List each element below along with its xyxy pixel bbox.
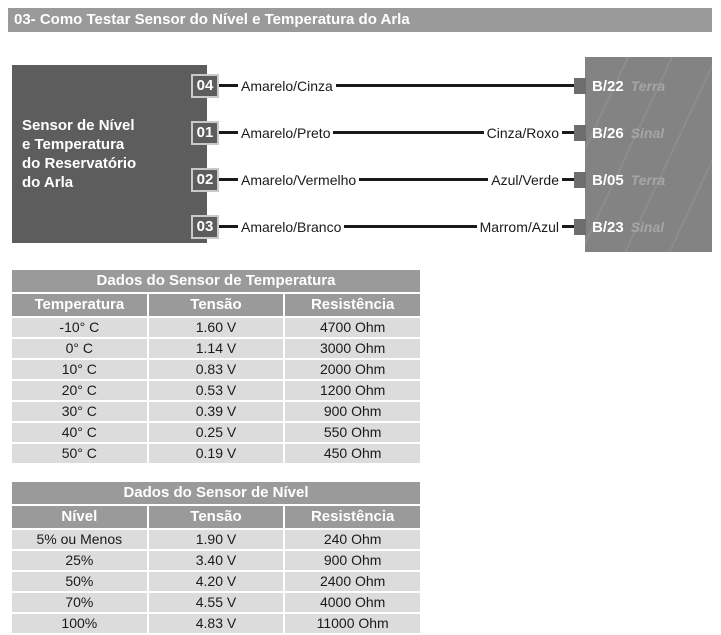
connector-pin-id: B/22 <box>592 78 624 95</box>
sensor-pin-tab: 01 <box>191 121 219 145</box>
connector-pin-tab <box>574 78 586 94</box>
sensor-pin-tab: 03 <box>191 215 219 239</box>
table-cell: 4.20 V <box>148 572 284 591</box>
connector-pin: B/05 Terra <box>592 170 665 190</box>
table-cell: 1200 Ohm <box>285 381 420 400</box>
table-cell: 10° C <box>12 360 147 379</box>
table-column-header: Tensão <box>148 294 284 316</box>
table-cell: 240 Ohm <box>285 530 420 549</box>
table-cell: 70% <box>12 593 147 612</box>
table-cell: 0.19 V <box>148 444 284 463</box>
wire-line <box>216 84 578 87</box>
table-grid: Temperatura Tensão Resistência -10° C 1.60 V… <box>12 294 420 463</box>
wire-color-label-2: Cinza/Roxo <box>483 123 562 143</box>
table-cell: 1.14 V <box>148 339 284 358</box>
connector-pin-role: Terra <box>630 172 666 188</box>
table-cell: 2400 Ohm <box>285 572 420 591</box>
table-title: Dados do Sensor de Temperatura <box>12 270 420 292</box>
wire-color-label-2: Azul/Verde <box>488 170 562 190</box>
table-cell: 3.40 V <box>148 551 284 570</box>
table-cell: 900 Ohm <box>285 402 420 421</box>
table-cell: 11000 Ohm <box>285 614 420 633</box>
table-column-header: Resistência <box>285 294 420 316</box>
connector-pin: B/23 Sinal <box>592 217 664 237</box>
sensor-box-label-line: do Reservatório <box>22 155 137 172</box>
table-cell: 30° C <box>12 402 147 421</box>
table-cell: 550 Ohm <box>285 423 420 442</box>
sensor-pin-tab: 02 <box>191 168 219 192</box>
table-cell: 1.60 V <box>148 318 284 337</box>
connector-pin-id: B/05 <box>592 172 624 189</box>
connector-pin-tab <box>574 219 586 235</box>
table-cell: 3000 Ohm <box>285 339 420 358</box>
sensor-box-label-line: Sensor de Nível <box>22 117 135 134</box>
table-column-header: Tensão <box>148 506 284 528</box>
wire-line <box>216 225 578 228</box>
table-cell: 4700 Ohm <box>285 318 420 337</box>
sensor-box-label-line: e Temperatura <box>22 136 125 153</box>
table-column-header: Nível <box>12 506 147 528</box>
connector-pin-tab <box>574 125 586 141</box>
wire-color-label: Amarelo/Branco <box>238 217 345 237</box>
connector-pin-id: B/23 <box>592 219 624 236</box>
table-cell: 0.83 V <box>148 360 284 379</box>
table-cell: 2000 Ohm <box>285 360 420 379</box>
connector-pin-tab <box>574 172 586 188</box>
sensor-box-label-line: do Arla <box>22 174 74 191</box>
table-column-header: Temperatura <box>12 294 147 316</box>
table-cell: 0.25 V <box>148 423 284 442</box>
table-cell: 900 Ohm <box>285 551 420 570</box>
wire-color-label-2: Marrom/Azul <box>476 217 562 237</box>
table-cell: -10° C <box>12 318 147 337</box>
table-cell: 100% <box>12 614 147 633</box>
connector-pin-role: Terra <box>630 78 666 94</box>
wire-line <box>216 131 578 134</box>
sensor-box-label: Sensor de Nível e Temperatura do Reservató… <box>12 116 207 192</box>
sensor-box: Sensor de Nível e Temperatura do Reservató… <box>12 65 207 243</box>
connector-pin: B/22 Terra <box>592 76 665 96</box>
connector-pin-id: B/26 <box>592 125 624 142</box>
table-cell: 25% <box>12 551 147 570</box>
sensor-pin-tab: 04 <box>191 74 219 98</box>
table-cell: 5% ou Menos <box>12 530 147 549</box>
table-cell: 4000 Ohm <box>285 593 420 612</box>
wire-color-label: Amarelo/Preto <box>238 123 334 143</box>
table-cell: 4.55 V <box>148 593 284 612</box>
data-table: Dados do Sensor de Temperatura Temperatur… <box>12 270 420 463</box>
connector-box <box>585 57 712 252</box>
table-cell: 0.39 V <box>148 402 284 421</box>
table-cell: 0.53 V <box>148 381 284 400</box>
table-cell: 1.90 V <box>148 530 284 549</box>
wire-line <box>216 178 578 181</box>
data-table: Dados do Sensor de Nível Nível Tensão Resis… <box>12 482 420 633</box>
table-cell: 20° C <box>12 381 147 400</box>
connector-pin-role: Sinal <box>630 219 665 235</box>
table-cell: 50% <box>12 572 147 591</box>
table-cell: 450 Ohm <box>285 444 420 463</box>
section-title: 03- Como Testar Sensor do Nível e Temper… <box>14 11 410 28</box>
table-cell: 40° C <box>12 423 147 442</box>
wire-color-label: Amarelo/Vermelho <box>238 170 360 190</box>
section-title-bar: 03- Como Testar Sensor do Nível e Temper… <box>8 8 712 32</box>
table-cell: 50° C <box>12 444 147 463</box>
connector-pin-role: Sinal <box>630 125 665 141</box>
connector-pin: B/26 Sinal <box>592 123 664 143</box>
table-column-header: Resistência <box>285 506 420 528</box>
table-cell: 4.83 V <box>148 614 284 633</box>
table-cell: 0° C <box>12 339 147 358</box>
wire-color-label: Amarelo/Cinza <box>238 76 336 96</box>
table-title: Dados do Sensor de Nível <box>12 482 420 504</box>
